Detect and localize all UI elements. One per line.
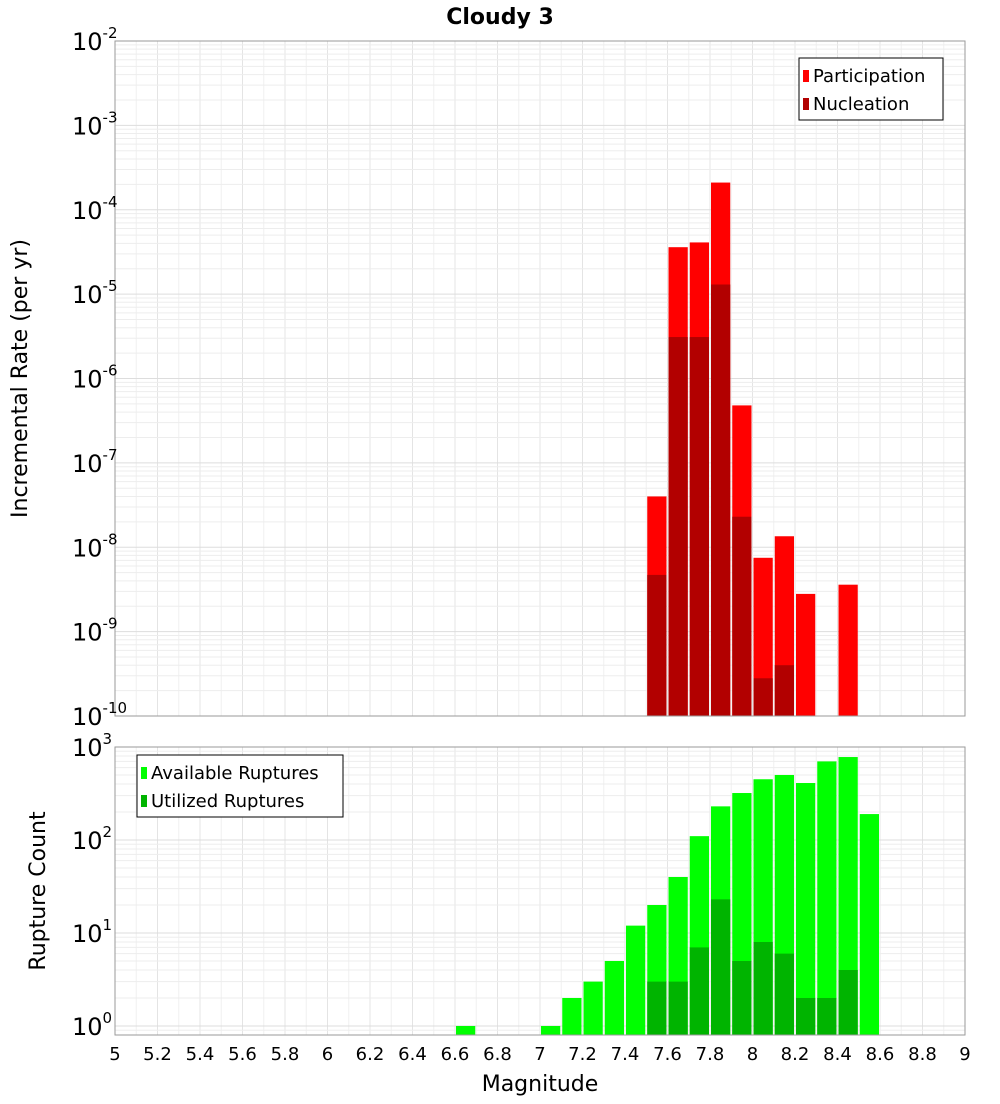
x-tick-label: 7.8 (696, 1044, 725, 1065)
x-tick-label: 8.2 (781, 1044, 810, 1065)
bottom-y-tick-label: 101 (72, 916, 112, 948)
x-tick-label: 7.6 (653, 1044, 682, 1065)
top-y-tick-label: 10-5 (72, 277, 118, 309)
top-y-tick-label: 10-3 (72, 108, 118, 140)
utilized-ruptures-bar (647, 981, 667, 1035)
bottom-y-tick-label: 103 (72, 730, 112, 762)
top-y-tick-label: 10-8 (72, 530, 118, 562)
x-tick-label: 5 (109, 1044, 120, 1065)
utilized-ruptures-bar (711, 899, 731, 1035)
available-ruptures-bar (817, 761, 837, 1035)
legend-swatch (803, 70, 809, 82)
nucleation-bar (732, 516, 752, 716)
label-layer: Cloudy 3 10-10 10-9 10-8 10-7 10-6 10-5 10-4 10-… (8, 5, 971, 1097)
legend-label: Participation (813, 66, 925, 87)
bottom-legend-box (136, 754, 344, 818)
utilized-ruptures-bar (689, 947, 709, 1035)
available-ruptures-bar (456, 1025, 476, 1035)
top-y-tick-label: 10-4 (72, 193, 118, 225)
top-y-axis-label: Incremental Rate (per yr) (8, 239, 33, 518)
x-tick-label: 7.2 (568, 1044, 597, 1065)
x-tick-label: 6.2 (356, 1044, 385, 1065)
bottom-y-axis-label: Rupture Count (26, 811, 51, 971)
legend-swatch (803, 98, 809, 110)
nucleation-bar (647, 574, 667, 716)
participation-bar (753, 557, 773, 716)
x-tick-label: 6.8 (483, 1044, 512, 1065)
top-y-tick-label: 10-9 (72, 615, 118, 647)
top-plot-frame (114, 40, 966, 717)
x-tick-label: 7 (534, 1044, 545, 1065)
participation-bar (796, 593, 816, 716)
x-tick-label: 9 (959, 1044, 970, 1065)
bottom-y-tick-label: 100 (72, 1009, 112, 1041)
available-ruptures-bar (583, 981, 603, 1035)
utilized-ruptures-bar (732, 960, 752, 1035)
top-y-tick-label: 10-2 (72, 24, 118, 56)
x-tick-label: 8.6 (866, 1044, 895, 1065)
x-tick-label: 6 (322, 1044, 333, 1065)
utilized-ruptures-bar (817, 997, 837, 1035)
participation-bar (838, 584, 858, 716)
top-legend: Participation Nucleation (798, 57, 944, 121)
utilized-ruptures-bar (838, 969, 858, 1035)
available-ruptures-bar (604, 960, 624, 1035)
utilized-ruptures-bar (796, 997, 816, 1035)
legend-label: Utilized Ruptures (151, 791, 304, 812)
top-legend-box (798, 57, 944, 121)
x-tick-label: 5.2 (143, 1044, 172, 1065)
grid-layer (114, 40, 966, 1036)
available-ruptures-bar (562, 997, 582, 1035)
available-ruptures-bar (796, 783, 816, 1035)
nucleation-bar (774, 665, 794, 716)
nucleation-bar (689, 337, 709, 716)
bottom-legend: Available Ruptures Utilized Ruptures (136, 754, 344, 818)
top-y-tick-label: 10-7 (72, 446, 118, 478)
chart-title: Cloudy 3 (446, 5, 554, 30)
nucleation-bar (668, 337, 688, 716)
x-tick-label: 8.4 (823, 1044, 852, 1065)
x-tick-label: 7.4 (611, 1044, 640, 1065)
available-ruptures-bar (626, 925, 646, 1035)
available-ruptures-bar (838, 757, 858, 1035)
legend-swatch (141, 767, 147, 779)
top-y-tick-label: 10-10 (72, 699, 127, 731)
bottom-plot-frame (114, 746, 966, 1036)
nucleation-bar (753, 678, 773, 716)
x-tick-label: 5.8 (271, 1044, 300, 1065)
x-tick-label: 6.4 (398, 1044, 427, 1065)
legend-label: Available Ruptures (151, 763, 319, 784)
legend-label: Nucleation (813, 94, 909, 115)
x-tick-label: 5.4 (186, 1044, 215, 1065)
x-tick-label: 6.6 (441, 1044, 470, 1065)
x-tick-label: 8.8 (908, 1044, 937, 1065)
bottom-y-tick-label: 102 (72, 823, 112, 855)
frame-layer (114, 40, 966, 1036)
x-axis-label: Magnitude (482, 1072, 599, 1097)
x-tick-label: 8 (747, 1044, 758, 1065)
available-ruptures-bar (859, 814, 879, 1035)
bar-layer (456, 182, 879, 1035)
utilized-ruptures-bar (774, 953, 794, 1035)
legend-swatch (141, 795, 147, 807)
utilized-ruptures-bar (668, 981, 688, 1035)
utilized-ruptures-bar (753, 942, 773, 1035)
top-y-tick-label: 10-6 (72, 362, 118, 394)
nucleation-bar (711, 284, 731, 716)
x-tick-label: 5.6 (228, 1044, 257, 1065)
available-ruptures-bar (541, 1025, 561, 1035)
